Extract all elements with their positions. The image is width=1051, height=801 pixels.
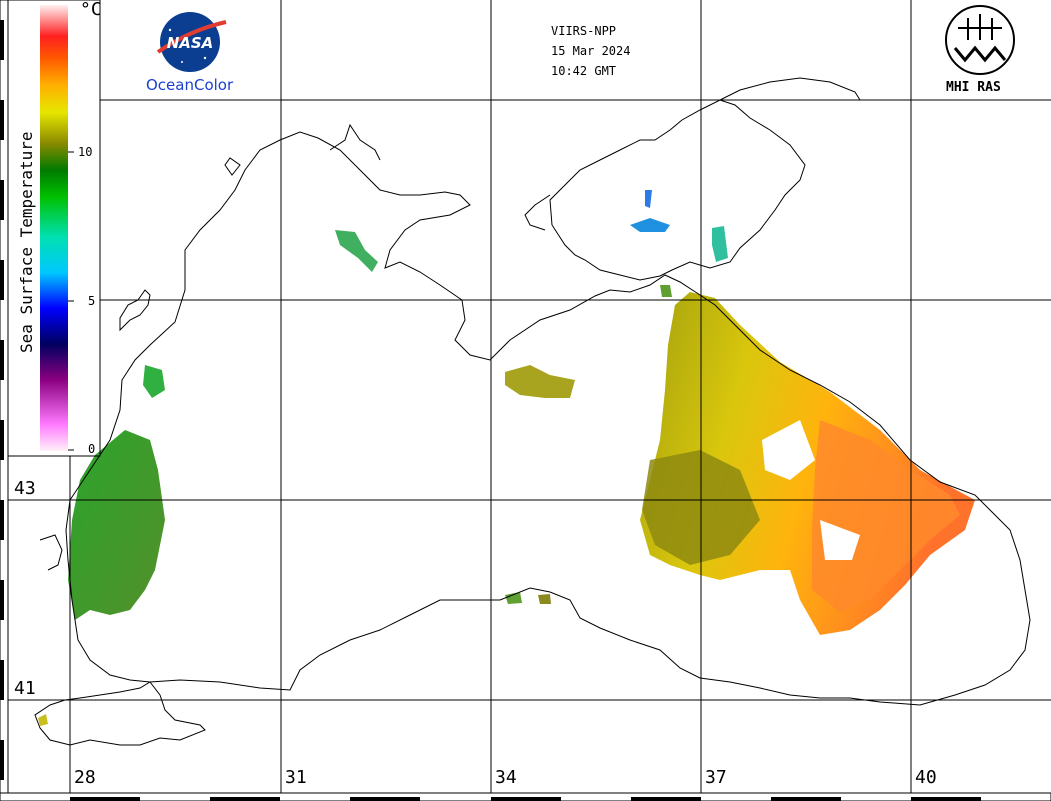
sst-patch-azov-3 [712,226,728,262]
coastline-dnieper [224,157,241,176]
bottom-scale-bar [0,792,1051,801]
mhi-logo [945,5,1015,75]
lon-tick-28: 28 [74,767,96,788]
coastline-danube2 [39,534,63,571]
sst-patch-azov-1 [630,218,670,232]
mhi-ras-label: MHI RAS [946,80,1001,95]
sst-patch-south2 [538,594,551,604]
coastline-danube [119,289,151,332]
sst-patch-kerch [660,285,672,297]
lat-tick-41: 41 [14,678,36,699]
coastline-bosporus [34,681,206,746]
lon-tick-40: 40 [915,767,937,788]
sst-patch-east-gap [762,420,815,480]
colorbar-tick-10: 10 [78,145,93,159]
sst-patch-south [505,592,522,604]
coastline-azov [549,99,806,281]
colorbar [7,0,101,457]
lon-tick-34: 34 [495,767,517,788]
time-label: 10:42 GMT [551,64,617,78]
date-label: 15 Mar 2024 [551,44,631,58]
coastline [34,77,1031,746]
coastline-sea [65,131,1031,706]
left-scale-bar [0,0,9,794]
sst-patch-east-gap2 [820,520,860,560]
sst-patch-central [505,365,575,398]
lon-tick-37: 37 [705,767,727,788]
sst-patch-marmara [38,714,48,726]
sst-patches [38,190,975,726]
coastline-sivash [524,194,551,231]
colorbar-tick-5: 5 [88,294,96,308]
sst-patch-crimea-w [335,230,378,272]
coastline-azov-ne [719,77,861,101]
sensor-label: VIIRS-NPP [551,24,617,38]
nasa-logo: NASA [156,12,227,72]
nasa-logo-text: NASA [167,34,214,52]
colorbar-tick-0: 0 [88,442,96,456]
colorbar-unit: °C [80,0,102,20]
coastline-crimea-n [329,123,381,161]
lon-tick-31: 31 [285,767,307,788]
sst-patch-west-small [143,365,165,398]
lat-tick-43: 43 [14,478,36,499]
sst-patch-azov-2 [645,190,652,208]
colorbar-gradient [40,5,68,451]
oceancolor-label: OceanColor [146,76,234,94]
colorbar-title: Sea Surface Temperature [17,131,36,353]
sst-patch-east-hot [812,420,960,612]
sst-patch-west [68,430,165,620]
